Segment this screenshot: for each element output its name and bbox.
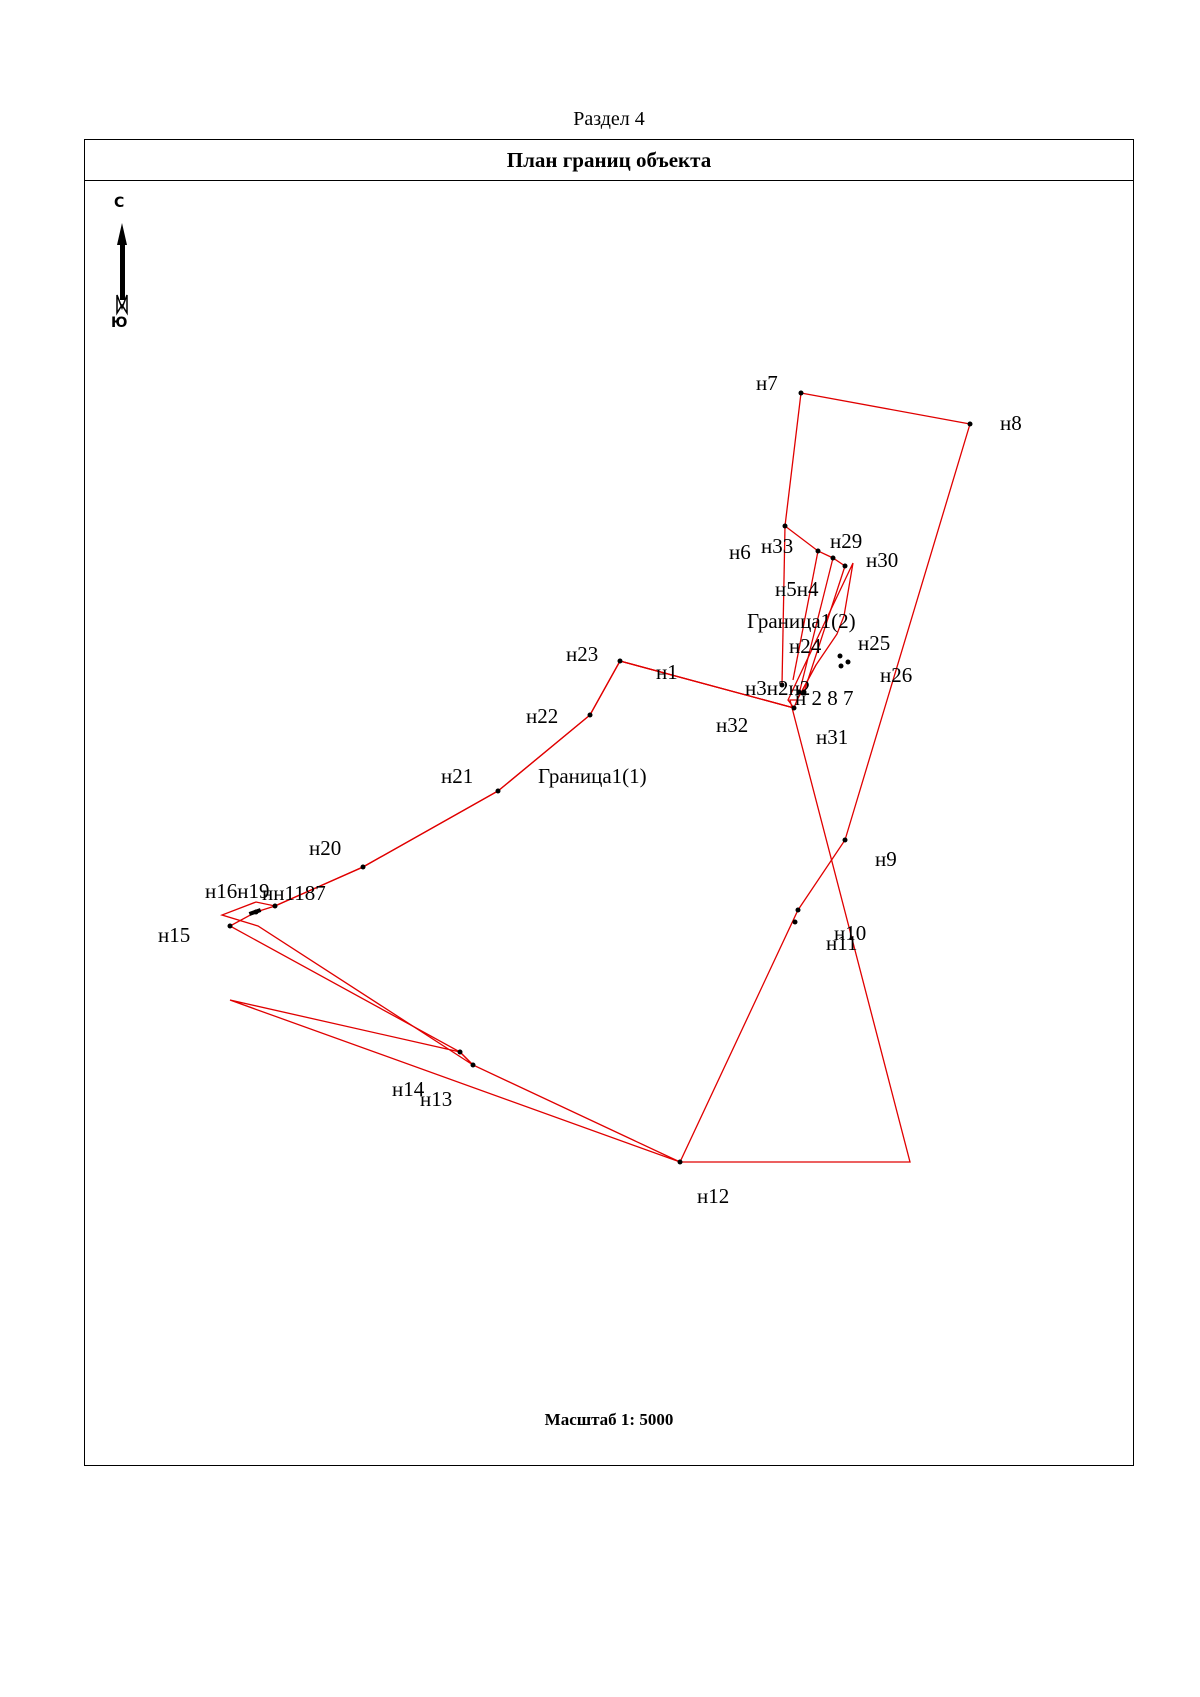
label-n25: н25 xyxy=(858,631,890,655)
plan-title: План границ объекта xyxy=(85,140,1133,181)
label-n7: н7 xyxy=(756,371,778,395)
label-n24: н24 xyxy=(789,634,822,658)
label-n26: н26 xyxy=(880,663,912,687)
label-n11: н11 xyxy=(826,931,857,955)
scale-label: Масштаб 1: 5000 xyxy=(544,1410,674,1429)
label-n9: н9 xyxy=(875,847,897,871)
label-n20: н20 xyxy=(309,836,341,860)
label-n1: н1 xyxy=(656,660,678,684)
label-n22: н22 xyxy=(526,704,558,728)
label-n32: н32 xyxy=(716,713,748,737)
contour-main xyxy=(228,392,971,1163)
north-label: С xyxy=(114,195,125,211)
label-contour-1: Граница1(1) xyxy=(538,764,647,788)
label-n13: н13 xyxy=(420,1087,452,1111)
north-arrow-icon: С Ю xyxy=(108,195,138,335)
label-n14: н14 xyxy=(392,1077,425,1101)
plan-frame: План границ объекта xyxy=(84,139,1134,1466)
point-labels: н7 н8 н6 н33 н29 н30 н5н4 Граница1(2) н2… xyxy=(158,371,1022,1208)
label-n1817: нн1187 xyxy=(262,881,326,905)
label-n3n2n2: н3н2н2 xyxy=(745,676,810,700)
label-n15: н15 xyxy=(158,923,190,947)
label-n12: н12 xyxy=(697,1184,729,1208)
label-n21: н21 xyxy=(441,764,473,788)
compass-arrow xyxy=(116,223,128,316)
label-contour-2: Граница1(2) xyxy=(747,609,856,633)
label-n16n19: н16н19 xyxy=(205,879,269,903)
boundary-points xyxy=(227,390,973,1165)
label-n6: н6 xyxy=(729,540,751,564)
section-title: Раздел 4 xyxy=(573,108,645,130)
label-n31: н31 xyxy=(816,725,848,749)
label-n23: н23 xyxy=(566,642,598,666)
label-n33: н33 xyxy=(761,534,793,558)
label-n5n4: н5н4 xyxy=(775,577,819,601)
label-n8: н8 xyxy=(1000,411,1022,435)
label-n287: н 2 8 7 xyxy=(795,686,854,710)
label-n29: н29 xyxy=(830,529,862,553)
label-n10: н10 xyxy=(834,921,866,945)
south-label: Ю xyxy=(111,315,128,331)
label-n30: н30 xyxy=(866,548,898,572)
